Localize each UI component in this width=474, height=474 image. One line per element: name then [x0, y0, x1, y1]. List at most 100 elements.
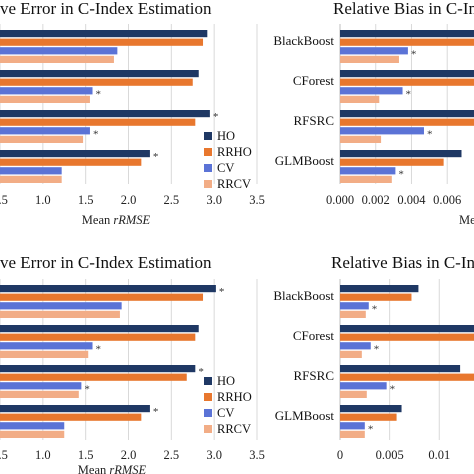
bar-rrho	[0, 333, 196, 341]
significance-star: *	[406, 88, 412, 100]
bar-rrho	[340, 158, 444, 166]
bar-cv	[340, 127, 424, 135]
bar-rrho	[0, 158, 142, 166]
category-label: CForest	[293, 328, 335, 343]
legend-swatch	[204, 132, 212, 140]
bar-rrho	[0, 373, 187, 381]
bar-ho	[0, 325, 199, 333]
legend-swatch	[204, 180, 212, 188]
bar-rrho	[340, 78, 474, 86]
significance-star: *	[398, 168, 404, 180]
category-label: GLMBoost	[275, 153, 335, 168]
significance-star: *	[368, 423, 374, 435]
significance-star: *	[411, 48, 417, 60]
legend-label: RRHO	[217, 390, 252, 404]
bar-rrcv	[340, 350, 362, 358]
significance-star: *	[427, 128, 433, 140]
x-tick-label: 2.5	[164, 448, 180, 462]
x-axis-label: Mean rRMSE	[82, 213, 151, 227]
significance-star: *	[93, 128, 99, 140]
x-tick-label: 3.0	[206, 193, 222, 207]
x-tick-label: 0.004	[397, 193, 426, 207]
bar-ho	[340, 325, 474, 333]
bar-cv	[0, 342, 93, 350]
bar-cv	[340, 382, 387, 390]
significance-star: *	[213, 111, 219, 123]
category-label: BlackBoost	[273, 288, 334, 303]
chart-panel-bottom-right: 0 0.005 0.01 Relative Bias in C-Ind BlackBoo…	[273, 253, 474, 462]
x-tick-label: 3.5	[249, 193, 265, 207]
bar-ho	[340, 365, 461, 373]
bar-rrcv	[340, 135, 382, 143]
chart-title: Relative Bias in C-Ind	[331, 253, 474, 272]
bar-cv	[0, 127, 90, 135]
legend-label: RRHO	[217, 145, 252, 159]
significance-star: *	[372, 303, 378, 315]
bar-ho	[0, 70, 199, 78]
x-tick-label: 1.5	[78, 193, 94, 207]
x-tick-label: 0.002	[362, 193, 390, 207]
bar-rrho	[0, 118, 196, 126]
bar-ho	[340, 285, 419, 293]
bar-cv	[340, 167, 396, 175]
significance-star: *	[84, 383, 90, 395]
x-tick-label: 0.006	[433, 193, 461, 207]
bar-rrho	[0, 38, 204, 46]
x-axis-label: Mean rRMSE	[78, 463, 147, 474]
bar-rrcv	[0, 135, 84, 143]
chart-title: ve Error in C-Index Estimation	[0, 253, 212, 272]
bar-rrcv	[340, 95, 380, 103]
x-tick-label: 3.5	[249, 448, 265, 462]
legend-swatch	[204, 377, 212, 385]
bar-rrcv	[0, 175, 62, 183]
significance-star: *	[153, 406, 159, 418]
bar-rrcv	[0, 310, 120, 318]
significance-star: *	[96, 343, 102, 355]
bar-ho	[0, 285, 216, 293]
bar-ho	[0, 405, 150, 413]
bar-ho	[0, 365, 196, 373]
category-label: RFSRC	[294, 113, 334, 128]
bar-rrcv	[340, 175, 392, 183]
bar-rrho	[340, 293, 412, 301]
bar-ho	[0, 110, 210, 118]
x-tick-label: 0.005	[376, 448, 404, 462]
bar-rrho	[340, 118, 474, 126]
legend-label: CV	[217, 161, 234, 175]
x-tick-label: 2.5	[164, 193, 180, 207]
bar-rrcv	[0, 390, 79, 398]
bar-ho	[340, 150, 462, 158]
bar-rrcv	[0, 55, 114, 63]
x-tick-label: 0.000	[326, 193, 354, 207]
bar-rrcv	[0, 95, 90, 103]
legend-label: HO	[217, 374, 235, 388]
bar-cv	[340, 422, 365, 430]
bar-ho	[340, 405, 402, 413]
bar-cv	[340, 342, 371, 350]
bar-cv	[0, 47, 118, 55]
x-tick-label: 0.5	[0, 193, 8, 207]
bar-ho	[340, 110, 474, 118]
chart-panel-bottom-left: 0.5 1.0 1.5 2.0 2.5 3.0 3.5 ve Error in C-Index…	[0, 253, 265, 474]
bar-cv	[0, 422, 65, 430]
bar-rrcv	[0, 350, 89, 358]
bar-rrcv	[340, 430, 365, 438]
x-tick-label: 3.0	[206, 448, 222, 462]
x-tick-label: 1.0	[35, 193, 51, 207]
significance-star: *	[219, 286, 225, 298]
bar-cv	[340, 47, 408, 55]
significance-star: *	[198, 366, 204, 378]
legend-label: RRCV	[217, 177, 251, 191]
legend-swatch	[204, 409, 212, 417]
bar-rrcv	[0, 430, 65, 438]
legend-label: RRCV	[217, 422, 251, 436]
x-tick-label: 0.01	[428, 448, 450, 462]
x-tick-label: 1.5	[78, 448, 94, 462]
category-label: CForest	[293, 73, 335, 88]
legend-swatch	[204, 164, 212, 172]
significance-star: *	[96, 88, 102, 100]
category-label: BlackBoost	[273, 33, 334, 48]
significance-star: *	[153, 151, 159, 163]
